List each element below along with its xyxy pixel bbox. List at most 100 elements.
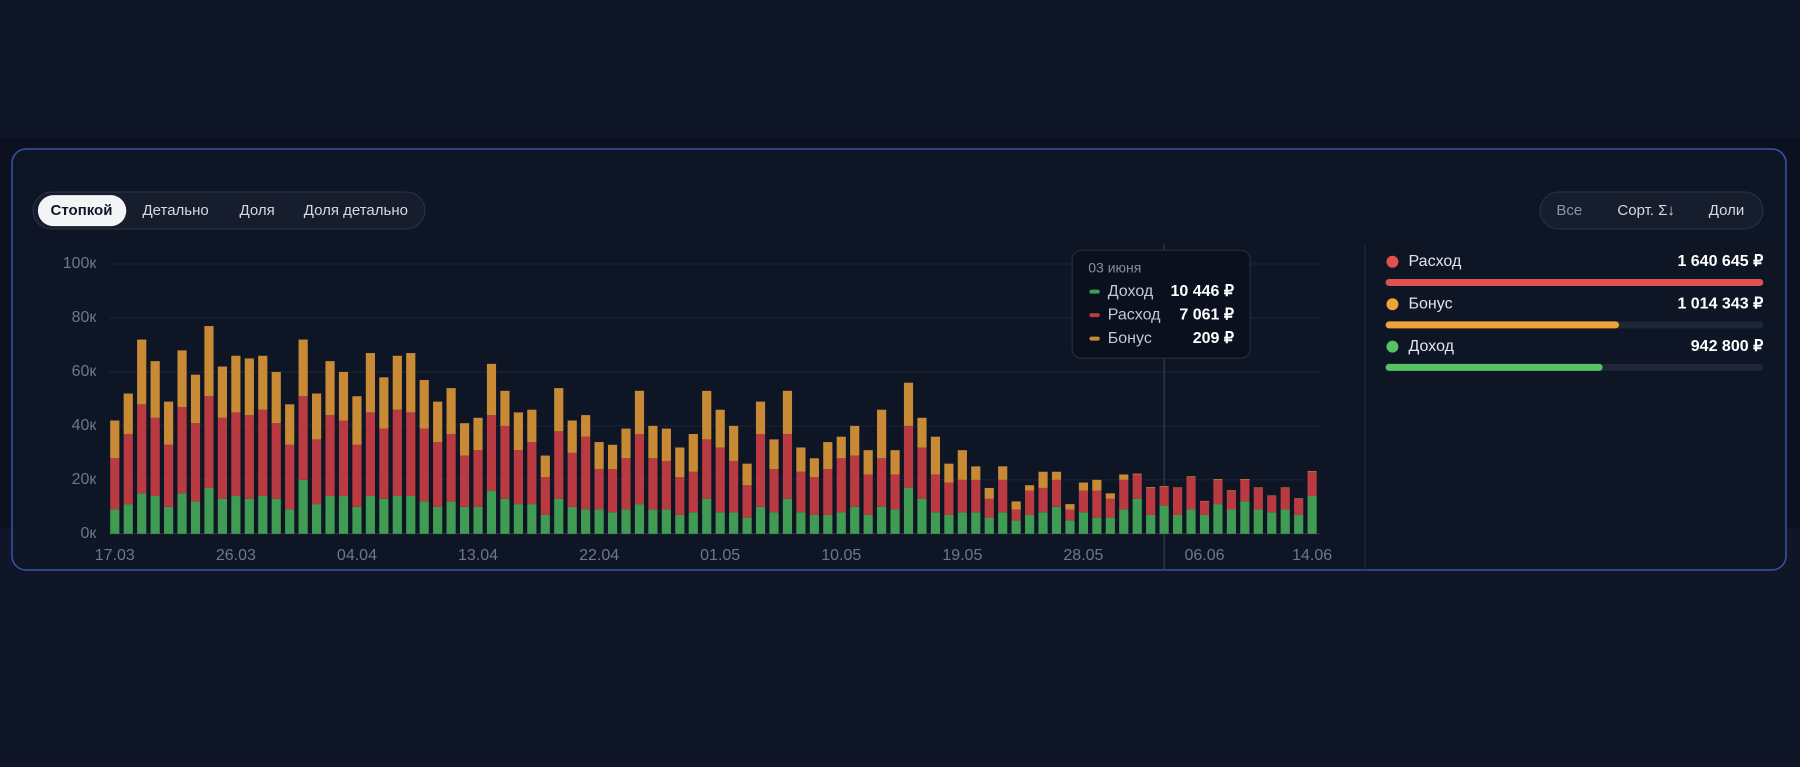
bar-segment (782, 433, 793, 499)
legend-dot[interactable] (1386, 340, 1399, 353)
bar-segment (513, 412, 523, 451)
bar-segment (769, 469, 779, 513)
bar-segment (1213, 504, 1223, 534)
bar-segment (836, 512, 846, 534)
bar-segment (513, 504, 523, 534)
bar-segment (1199, 500, 1210, 502)
bar-segment (258, 409, 268, 497)
action-button[interactable]: Сорт. Σ↓ (1617, 202, 1675, 219)
bar-segment (729, 425, 739, 461)
tab-active[interactable] (37, 195, 127, 227)
x-tick-label: 14.06 (1292, 547, 1332, 564)
bar-segment (473, 450, 483, 507)
bar-segment (1105, 493, 1115, 499)
bar-segment (1267, 495, 1277, 497)
tab[interactable]: Доля детально (304, 202, 408, 219)
bar-segment (459, 423, 470, 456)
legend-name[interactable]: Бонус (1409, 295, 1453, 312)
bar-segment (258, 496, 268, 534)
bar-segment (217, 498, 228, 534)
bar-segment (379, 498, 389, 534)
bar-segment (486, 363, 497, 416)
tab[interactable]: Доля (240, 202, 275, 219)
bar-segment (661, 428, 671, 461)
tooltip-name: Расход (1108, 306, 1161, 323)
bar-segment (1294, 514, 1304, 534)
bar-segment (486, 415, 497, 491)
bar-segment (648, 425, 658, 459)
bar-segment (164, 401, 174, 445)
bar-segment (581, 436, 591, 510)
bar-segment (957, 479, 967, 513)
bar-segment (742, 463, 752, 486)
bar-segment (1172, 514, 1183, 534)
x-tick-label: 06.06 (1184, 547, 1224, 564)
bar-segment (729, 512, 739, 534)
bar-segment (890, 509, 900, 534)
bar-segment (513, 450, 523, 505)
bar-segment (1092, 517, 1102, 534)
legend-name[interactable]: Доход (1409, 338, 1455, 355)
bar-segment (890, 474, 900, 510)
bar-segment (486, 490, 497, 534)
tab[interactable]: Стопкой (51, 202, 113, 219)
bar-segment (567, 420, 577, 453)
bar-segment (500, 498, 510, 534)
bar-segment (459, 455, 470, 507)
legend-dot[interactable] (1386, 298, 1399, 311)
legend-total: 1 014 343 ₽ (1677, 295, 1763, 312)
bar-segment (998, 512, 1008, 534)
bar-segment (137, 339, 147, 405)
bar-segment (365, 353, 375, 413)
progress-bar (1385, 278, 1764, 286)
bar-segment (554, 498, 564, 534)
bar-segment (944, 482, 954, 515)
legend-name[interactable]: Расход (1409, 253, 1462, 270)
bar-segment (782, 390, 793, 434)
bar-segment (1253, 509, 1263, 534)
bar-segment (1186, 509, 1196, 534)
bar-segment (621, 509, 631, 534)
bar-segment (944, 514, 954, 534)
x-tick-label: 04.04 (337, 547, 377, 564)
bar-segment (877, 409, 887, 459)
bar-segment (1132, 498, 1142, 534)
bar-segment (177, 407, 187, 494)
bar-segment (164, 506, 174, 534)
bar-segment (688, 471, 698, 513)
bar-segment (1092, 479, 1102, 491)
bar-segment (1280, 487, 1290, 488)
bar-segment (500, 390, 510, 426)
bar-segment (1051, 479, 1062, 507)
bar-segment (271, 498, 281, 534)
bar-segment (850, 506, 860, 534)
bar-segment (917, 447, 927, 499)
bar-segment (433, 401, 443, 443)
bar-segment (1092, 490, 1102, 518)
bar-segment (796, 471, 806, 513)
bar-segment (607, 512, 618, 534)
tab-group (32, 191, 426, 230)
bar-segment (1025, 485, 1035, 491)
bar-segment (863, 474, 873, 515)
bar-segment (554, 388, 564, 432)
tab[interactable]: Детально (143, 202, 209, 219)
tooltip-value: 7 061 ₽ (1179, 306, 1234, 323)
bar-segment (365, 412, 375, 497)
bar-segment (1132, 474, 1142, 499)
bar-segment (567, 506, 577, 534)
bar-segment (742, 485, 752, 518)
bar-segment (446, 433, 456, 502)
bar-segment (285, 404, 295, 445)
bar-segment (675, 447, 685, 478)
action-button[interactable]: Доли (1709, 202, 1744, 219)
bar-segment (392, 355, 402, 410)
bar-segment (204, 487, 214, 534)
tooltip-swatch (1089, 313, 1100, 318)
action-button[interactable]: Все (1556, 202, 1582, 219)
bar-segment (809, 477, 819, 515)
legend-dot[interactable] (1386, 255, 1399, 268)
tooltip-swatch (1089, 336, 1100, 341)
bar-segment (998, 479, 1008, 513)
bar-segment (365, 496, 375, 534)
